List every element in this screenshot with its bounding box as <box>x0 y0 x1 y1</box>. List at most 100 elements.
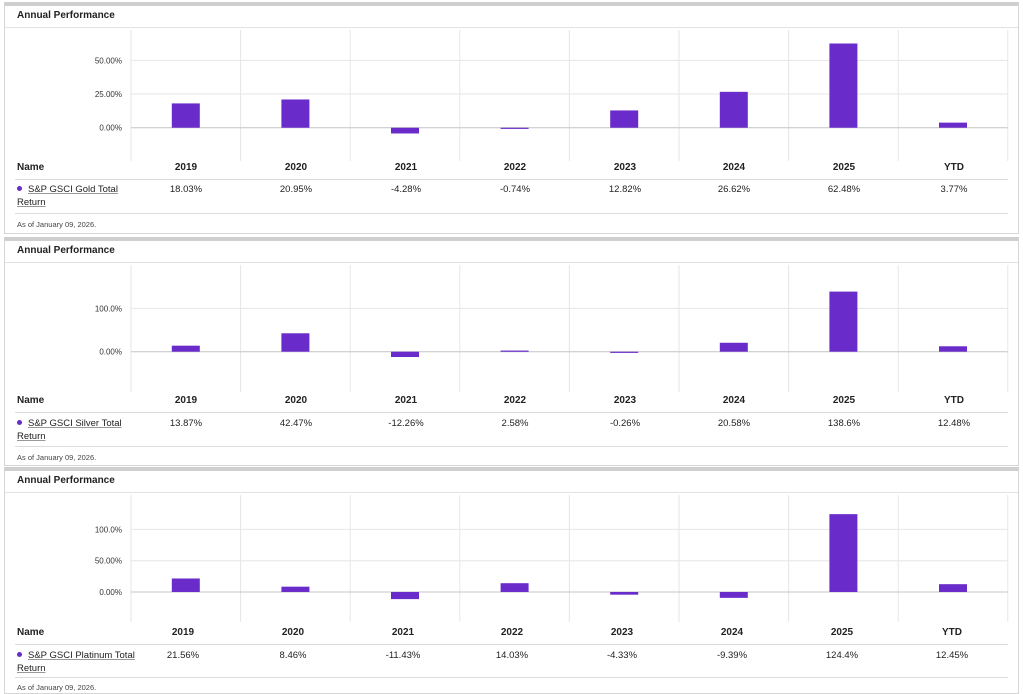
as-of-date: As of January 09, 2026. <box>17 220 97 229</box>
bar-2019 <box>171 345 200 352</box>
year-header: 2024 <box>722 395 746 406</box>
bar-2019 <box>171 103 200 128</box>
return-value: -4.28% <box>390 184 422 195</box>
as-of-date: As of January 09, 2026. <box>17 683 97 692</box>
bar-chart: 0.00% 100.0% <box>95 265 1009 392</box>
panel-title: Annual Performance <box>17 245 115 256</box>
return-value: 13.87% <box>169 418 203 429</box>
return-value: 42.47% <box>279 418 313 429</box>
bar-2021 <box>391 591 419 600</box>
return-value: 12.48% <box>937 418 971 429</box>
series-legend-dot <box>17 185 22 191</box>
bar-2019 <box>171 578 200 592</box>
year-header: 2025 <box>832 162 856 173</box>
series-name[interactable]: S&P GSCI Platinum Total Return <box>17 649 137 675</box>
y-tick-label: 50.00% <box>95 557 122 566</box>
row-divider <box>15 179 1008 180</box>
return-value: 12.82% <box>608 184 642 195</box>
year-header: 2022 <box>500 627 524 638</box>
title-divider <box>5 27 1018 28</box>
return-value: -0.26% <box>609 418 641 429</box>
return-value: -9.39% <box>716 650 748 661</box>
row-divider <box>15 446 1008 447</box>
return-value: 18.03% <box>169 184 203 195</box>
bar-YTD <box>939 122 967 128</box>
year-header: 2019 <box>174 395 198 406</box>
series-name[interactable]: S&P GSCI Gold Total Return <box>17 183 127 209</box>
return-value: -4.33% <box>606 650 638 661</box>
row-divider <box>15 644 1008 645</box>
return-value: 20.95% <box>279 184 313 195</box>
return-value: 138.6% <box>827 418 861 429</box>
series-legend-dot <box>17 651 22 657</box>
series-name-link[interactable]: S&P GSCI Gold Total Return <box>17 184 118 208</box>
year-header: 2019 <box>171 627 195 638</box>
year-header: 2019 <box>174 162 198 173</box>
bar-chart: 0.00% 25.00% 50.00% <box>95 30 1009 161</box>
bar-2021 <box>391 127 419 134</box>
return-value: 20.58% <box>717 418 751 429</box>
series-name-link[interactable]: S&P GSCI Platinum Total Return <box>17 650 135 674</box>
y-tick-label: 50.00% <box>95 56 122 65</box>
bar-2025 <box>829 514 858 592</box>
bar-2021 <box>391 351 419 358</box>
year-header: 2023 <box>610 627 634 638</box>
series-name-link[interactable]: S&P GSCI Silver Total Return <box>17 418 122 442</box>
title-divider <box>5 262 1018 263</box>
return-value: 26.62% <box>717 184 751 195</box>
bar-YTD <box>939 584 967 592</box>
y-tick-label: 25.00% <box>95 90 122 99</box>
year-header: YTD <box>944 162 964 173</box>
year-header: 2022 <box>503 162 527 173</box>
panel-title: Annual Performance <box>17 475 115 486</box>
return-value: 124.4% <box>825 650 859 661</box>
bar-chart: 0.00% 50.00% 100.0% <box>95 495 1009 622</box>
return-value: 62.48% <box>827 184 861 195</box>
return-value: -11.43% <box>385 650 421 661</box>
y-tick-label: 100.0% <box>95 525 122 534</box>
return-value: -0.74% <box>499 184 531 195</box>
bar-2024 <box>719 342 748 352</box>
bar-2025 <box>829 43 858 128</box>
bar-2022 <box>500 350 529 352</box>
bar-2020 <box>281 586 310 592</box>
year-header: 2021 <box>391 627 415 638</box>
return-value: 21.56% <box>166 650 200 661</box>
return-value: 8.46% <box>279 650 307 661</box>
y-tick-label: 0.00% <box>99 588 122 597</box>
year-header: 2020 <box>281 627 305 638</box>
year-header: 2025 <box>830 627 854 638</box>
return-value: 14.03% <box>495 650 529 661</box>
year-header: 2020 <box>284 395 308 406</box>
series-name[interactable]: S&P GSCI Silver Total Return <box>17 417 127 443</box>
series-legend-dot <box>17 419 22 425</box>
name-column-header: Name <box>17 162 45 173</box>
bar-2024 <box>719 91 748 128</box>
as-of-date: As of January 09, 2026. <box>17 453 97 462</box>
performance-panel-gold: Annual Performance 0.00% 25.00% 50.00% Nam… <box>4 2 1019 234</box>
bar-2023 <box>610 110 639 128</box>
bar-2022 <box>500 583 529 592</box>
bar-2025 <box>829 291 858 352</box>
bar-2022 <box>500 127 529 129</box>
year-header: 2020 <box>284 162 308 173</box>
return-value: 3.77% <box>940 184 968 195</box>
row-divider <box>15 677 1008 678</box>
year-header: YTD <box>942 627 962 638</box>
bar-2023 <box>610 351 639 353</box>
bar-YTD <box>939 346 967 352</box>
y-tick-label: 0.00% <box>99 348 122 357</box>
title-divider <box>5 492 1018 493</box>
bar-2020 <box>281 333 310 352</box>
performance-panel-platinum: Annual Performance 0.00% 50.00% 100.0% Nam… <box>4 467 1019 694</box>
row-divider <box>15 213 1008 214</box>
bar-2024 <box>719 591 748 598</box>
row-divider <box>15 412 1008 413</box>
name-column-header: Name <box>17 627 45 638</box>
y-tick-label: 100.0% <box>95 304 122 313</box>
year-header: 2025 <box>832 395 856 406</box>
name-column-header: Name <box>17 395 45 406</box>
bar-2023 <box>610 591 639 595</box>
year-header: 2023 <box>613 162 637 173</box>
year-header: 2021 <box>394 162 418 173</box>
